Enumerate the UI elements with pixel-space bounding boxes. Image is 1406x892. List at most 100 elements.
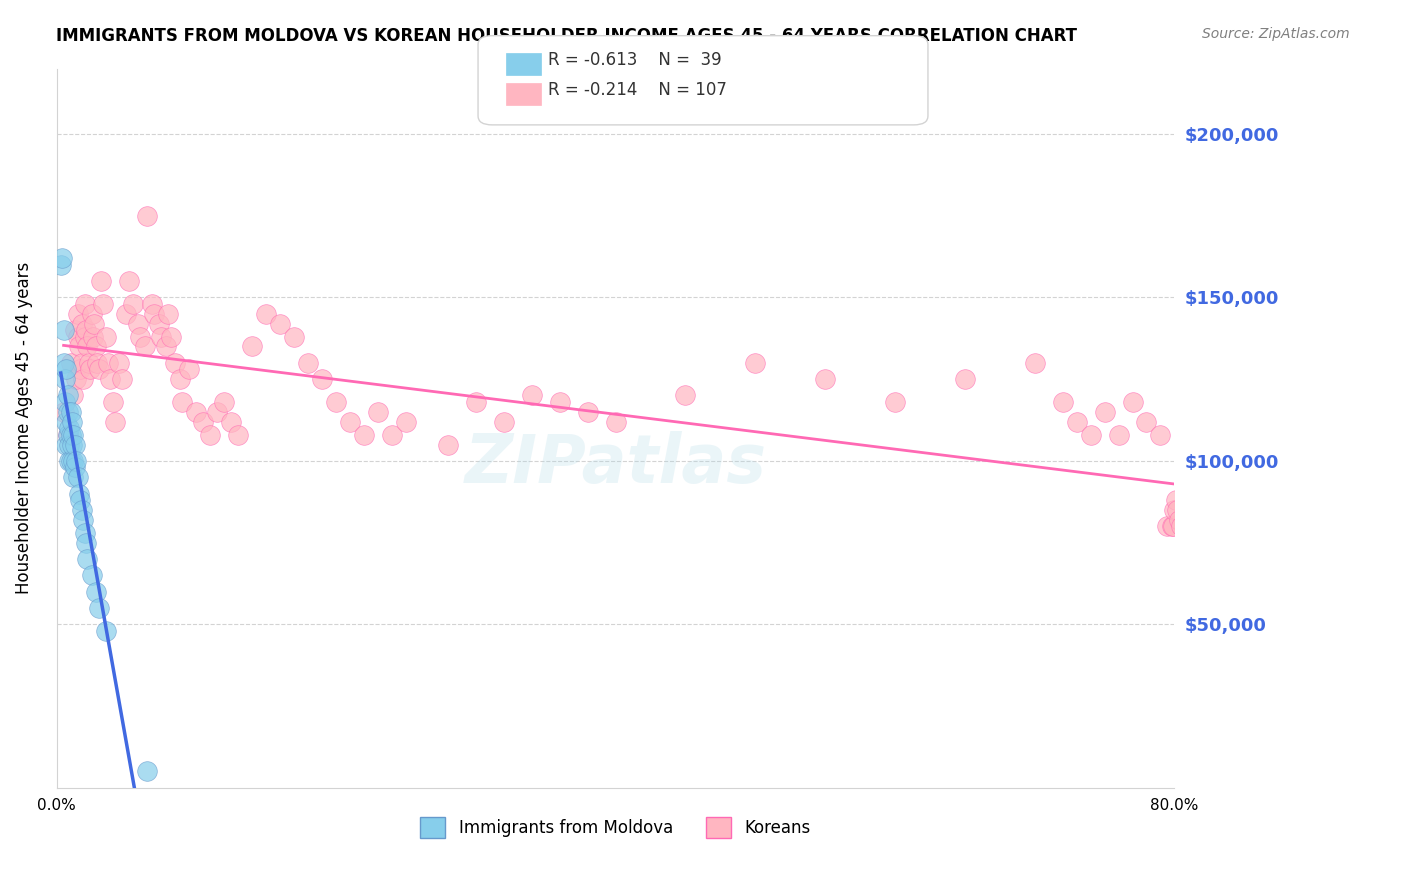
Point xyxy=(75,535,97,549)
Point xyxy=(157,307,180,321)
Point xyxy=(66,329,89,343)
Point xyxy=(437,437,460,451)
Point xyxy=(169,372,191,386)
Point xyxy=(59,356,82,370)
Point xyxy=(193,415,215,429)
Point xyxy=(1156,519,1178,533)
Point xyxy=(520,388,543,402)
Point xyxy=(70,356,93,370)
Point xyxy=(1161,519,1184,533)
Point xyxy=(73,297,96,311)
Point xyxy=(65,454,87,468)
Point xyxy=(1121,395,1143,409)
Point xyxy=(179,362,201,376)
Point xyxy=(297,356,319,370)
Point xyxy=(80,568,103,582)
Point xyxy=(58,454,80,468)
Point xyxy=(127,317,149,331)
Y-axis label: Householder Income Ages 45 - 64 years: Householder Income Ages 45 - 64 years xyxy=(15,262,32,594)
Point xyxy=(59,454,82,468)
Point xyxy=(395,415,418,429)
Point xyxy=(219,415,242,429)
Point xyxy=(94,624,117,638)
Point xyxy=(1177,513,1199,527)
Point xyxy=(69,493,91,508)
Point xyxy=(62,470,84,484)
Point xyxy=(87,601,110,615)
Point xyxy=(108,356,131,370)
Point xyxy=(55,437,77,451)
Point xyxy=(148,317,170,331)
Point xyxy=(91,297,114,311)
Point xyxy=(77,356,100,370)
Point xyxy=(118,274,141,288)
Point xyxy=(62,388,84,402)
Point xyxy=(52,323,75,337)
Point xyxy=(186,405,208,419)
Point xyxy=(53,372,76,386)
Text: ZIPatlas: ZIPatlas xyxy=(464,431,766,497)
Point xyxy=(1108,427,1130,442)
Point xyxy=(63,460,86,475)
Point xyxy=(254,307,277,321)
Point xyxy=(1184,519,1206,533)
Point xyxy=(111,372,134,386)
Point xyxy=(283,329,305,343)
Point xyxy=(67,486,90,500)
Point xyxy=(1066,415,1088,429)
Point xyxy=(53,395,76,409)
Point xyxy=(67,339,90,353)
Point xyxy=(65,372,87,386)
Point xyxy=(79,362,101,376)
Point xyxy=(143,307,166,321)
Point xyxy=(94,329,117,343)
Text: R = -0.214    N = 107: R = -0.214 N = 107 xyxy=(548,81,727,99)
Point xyxy=(62,427,84,442)
Point xyxy=(75,323,97,337)
Legend: Immigrants from Moldova, Koreans: Immigrants from Moldova, Koreans xyxy=(413,811,817,844)
Point xyxy=(160,329,183,343)
Point xyxy=(59,427,82,442)
Point xyxy=(673,388,696,402)
Point xyxy=(339,415,361,429)
Point xyxy=(1164,493,1187,508)
Point xyxy=(1094,405,1116,419)
Point xyxy=(58,437,80,451)
Point xyxy=(155,339,177,353)
Point xyxy=(1160,519,1182,533)
Point xyxy=(353,427,375,442)
Point xyxy=(464,395,486,409)
Point xyxy=(73,525,96,540)
Point xyxy=(115,307,138,321)
Point xyxy=(165,356,187,370)
Point xyxy=(240,339,263,353)
Point xyxy=(86,356,108,370)
Point xyxy=(136,764,159,779)
Text: R = -0.613    N =  39: R = -0.613 N = 39 xyxy=(548,51,721,69)
Text: IMMIGRANTS FROM MOLDOVA VS KOREAN HOUSEHOLDER INCOME AGES 45 - 64 YEARS CORRELAT: IMMIGRANTS FROM MOLDOVA VS KOREAN HOUSEH… xyxy=(56,27,1077,45)
Point xyxy=(66,307,89,321)
Point xyxy=(98,372,121,386)
Point xyxy=(1135,415,1157,429)
Point xyxy=(129,329,152,343)
Point xyxy=(141,297,163,311)
Text: Source: ZipAtlas.com: Source: ZipAtlas.com xyxy=(1202,27,1350,41)
Point xyxy=(58,421,80,435)
Point xyxy=(367,405,389,419)
Point xyxy=(76,552,98,566)
Point xyxy=(150,329,173,343)
Point xyxy=(70,317,93,331)
Point xyxy=(66,470,89,484)
Point xyxy=(1149,427,1171,442)
Point xyxy=(82,329,104,343)
Point xyxy=(56,405,79,419)
Point xyxy=(200,427,222,442)
Point xyxy=(207,405,229,419)
Point xyxy=(492,415,515,429)
Point xyxy=(97,356,120,370)
Point xyxy=(381,427,404,442)
Point xyxy=(172,395,194,409)
Point xyxy=(1174,525,1197,540)
Point xyxy=(52,356,75,370)
Point xyxy=(62,454,84,468)
